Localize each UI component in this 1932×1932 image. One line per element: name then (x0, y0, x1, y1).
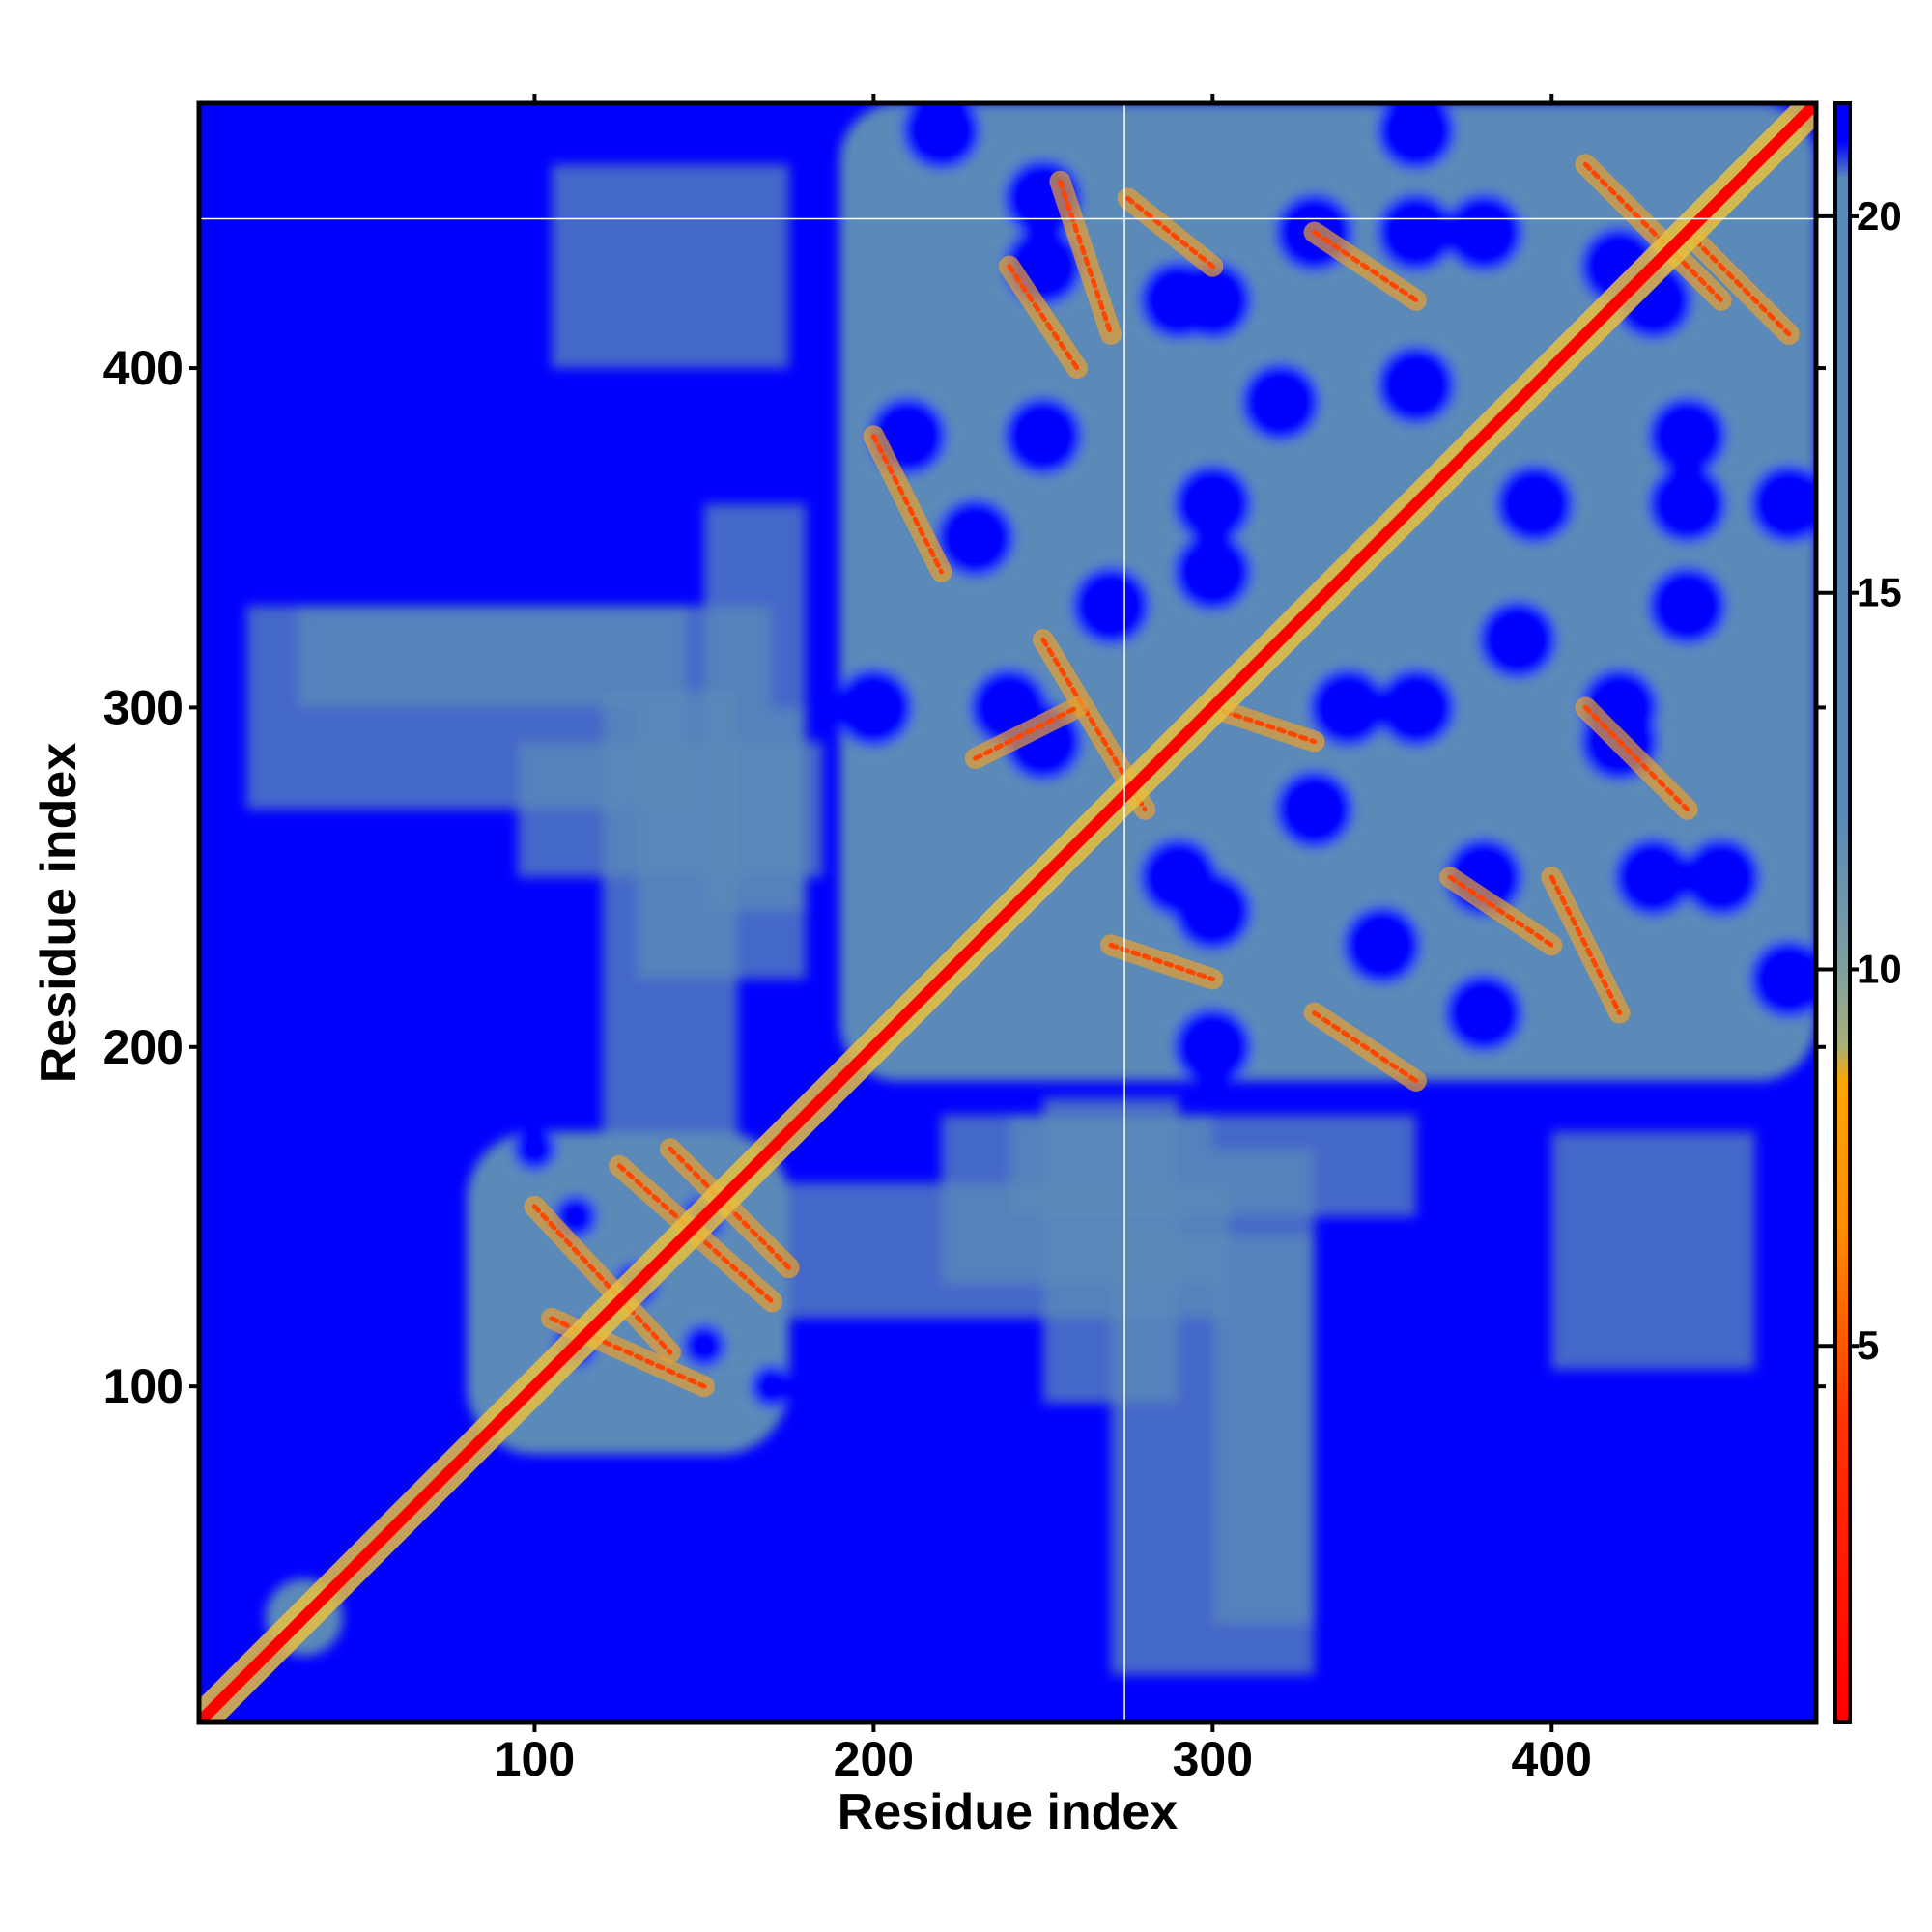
y-axis: 100 200 300 400 (103, 341, 1826, 1413)
far-region (682, 1323, 725, 1367)
y-tick-label: 100 (103, 1359, 184, 1413)
far-region (902, 103, 980, 170)
far-region (1682, 838, 1760, 917)
colorbar-frame (1833, 101, 1852, 1724)
far-region (1648, 397, 1726, 475)
colorbar-scale (1835, 103, 1850, 1722)
y-tick-label: 400 (103, 341, 184, 395)
inter-domain-region (1551, 1131, 1755, 1370)
far-region (1377, 668, 1455, 747)
far-region (1275, 770, 1353, 848)
colorbar-tick-label: 15 (1857, 570, 1902, 615)
x-tick-label: 400 (1512, 1732, 1592, 1786)
contact-line (1312, 1010, 1419, 1084)
far-region (1749, 940, 1816, 1018)
far-region (1445, 193, 1523, 271)
contact-line (1108, 942, 1215, 982)
x-tick-label: 300 (1173, 1732, 1253, 1786)
far-region (1377, 346, 1455, 424)
inter-domain-region (941, 1115, 1213, 1285)
inter-domain-region (1212, 1149, 1315, 1625)
contact-line (973, 704, 1080, 761)
contact-line (1312, 230, 1419, 303)
far-region (1241, 363, 1320, 441)
far-region (1377, 193, 1455, 271)
far-region (1004, 397, 1082, 475)
far-region (513, 1127, 556, 1171)
far-region (1479, 601, 1557, 679)
contact-line (1582, 704, 1690, 812)
diagonal (199, 103, 1816, 1722)
far-region (1174, 1008, 1252, 1086)
plot-frame (196, 100, 1819, 1725)
colorbar: 5 10 15 20 (1816, 101, 1902, 1724)
contact-line (1057, 179, 1114, 337)
contact-line (1582, 161, 1724, 303)
far-region (1072, 567, 1151, 645)
far-region (751, 1365, 794, 1408)
inter-domain-region (636, 707, 807, 980)
contact-line (1007, 264, 1080, 371)
contact-line (1125, 195, 1215, 270)
colorbar-ticks: 5 10 15 20 (1816, 193, 1902, 1368)
y-tick-label: 300 (103, 680, 184, 734)
far-region (1749, 465, 1816, 543)
contact-line (1447, 874, 1554, 948)
contact-line (870, 433, 945, 575)
x-tick-label: 100 (495, 1732, 575, 1786)
far-region (1614, 838, 1692, 917)
x-tick-label: 200 (834, 1732, 914, 1786)
far-region (835, 668, 913, 747)
contact-line (1548, 874, 1622, 1016)
far-region (1174, 261, 1252, 339)
contact-lines (524, 154, 1800, 1398)
contact-line (1685, 230, 1792, 337)
heatmap-plot-area (199, 103, 1816, 1722)
y-tick-label: 200 (103, 1020, 184, 1074)
far-region (1343, 906, 1421, 984)
inter-domain-region (297, 606, 773, 708)
inter-domain-region (551, 164, 789, 369)
far-region (1445, 974, 1523, 1052)
colorbar-tick-label: 10 (1857, 946, 1902, 991)
far-region (1648, 567, 1726, 645)
far-region (1174, 872, 1252, 951)
y-axis-title: Residue index (31, 743, 87, 1084)
far-region (936, 498, 1014, 577)
far-region (1174, 465, 1252, 543)
far-region (1309, 668, 1387, 747)
far-region (1377, 103, 1455, 170)
x-axis: 100 200 300 400 (495, 94, 1592, 1786)
far-region (1174, 532, 1252, 611)
contact-line (531, 1204, 673, 1355)
far-region (1495, 465, 1574, 543)
x-axis-title: Residue index (838, 1784, 1179, 1840)
colorbar-tick-label: 20 (1857, 193, 1902, 239)
far-region (1648, 465, 1726, 543)
colorbar-tick-label: 5 (1857, 1322, 1879, 1368)
